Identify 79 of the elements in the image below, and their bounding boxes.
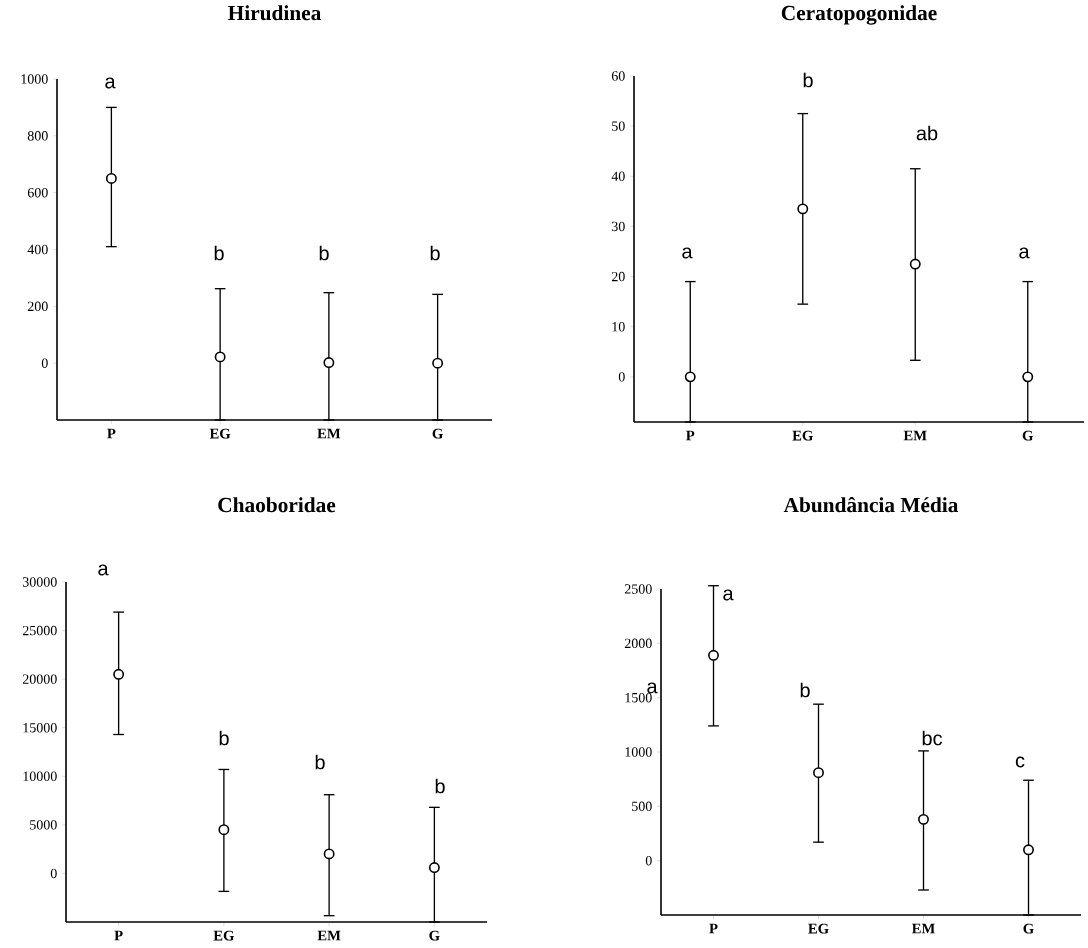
annotation: a (723, 589, 734, 601)
y-tick-label: 5000 (30, 820, 57, 830)
y-tick-label: 0 (645, 855, 652, 866)
x-tick-label: EM (903, 430, 927, 441)
annotation: a (682, 247, 693, 259)
y-tick-label: 30 (611, 221, 625, 232)
x-tick-label: EG (209, 428, 231, 439)
x-tick-label: EG (808, 923, 829, 934)
annotation: a (105, 77, 116, 89)
chart-title: Chaoboridae (218, 497, 336, 513)
text: a (98, 564, 109, 576)
x-tick-label: P (709, 923, 718, 934)
x-tick-label: EM (911, 923, 935, 934)
y-tick-label: 0 (41, 358, 48, 368)
y-tick-label: 20000 (22, 674, 57, 684)
x-tick-label: G (432, 428, 443, 439)
y-tick-label: 25000 (22, 625, 57, 636)
chart-title: Abundância Média (783, 496, 959, 513)
annotation: b (435, 778, 445, 794)
annotation: b (800, 682, 810, 698)
y-tick-label: 40 (611, 171, 625, 182)
point (218, 824, 230, 836)
point (428, 862, 440, 874)
x-tick-label: G (429, 930, 440, 941)
x-tick-label: EG (792, 430, 813, 441)
y-tick-label: 0 (50, 868, 57, 879)
y-tick-label: 1000 (21, 74, 48, 84)
y-tick-label: 1000 (625, 747, 652, 757)
annotation: a (1019, 247, 1030, 259)
annotation: b (430, 245, 440, 261)
y-tick-label: 2500 (624, 584, 652, 594)
point (1022, 371, 1034, 383)
chart-title: Ceratopogonidae (781, 5, 937, 25)
point (323, 848, 335, 860)
x-tick-label: G (1022, 430, 1034, 441)
y-tick-label: 0 (618, 372, 625, 382)
point (797, 203, 809, 215)
annotation: ab (916, 125, 938, 141)
x-tick-label: EG (213, 930, 235, 941)
annotation: c (1015, 756, 1025, 768)
point (105, 172, 117, 184)
point (684, 371, 696, 383)
x-tick-label: P (114, 930, 123, 941)
point (113, 668, 125, 680)
y-tick-label: 50 (612, 121, 625, 131)
y-tick-label: 20 (611, 271, 625, 282)
point (918, 813, 929, 825)
point (214, 351, 226, 363)
y-tick-label: 800 (27, 131, 48, 141)
x-tick-label: EM (317, 930, 341, 941)
y-tick-label: 1500 (625, 692, 652, 703)
point (708, 649, 719, 661)
y-tick-label: 10000 (23, 771, 57, 782)
point (909, 258, 921, 270)
annotation: b (315, 754, 325, 770)
annotation: b (219, 730, 229, 746)
y-tick-label: 60 (611, 71, 625, 81)
text: a (647, 682, 658, 694)
x-tick-label: EM (317, 428, 341, 439)
y-tick-label: 200 (27, 301, 48, 312)
y-tick-label: 15000 (23, 722, 57, 733)
point (323, 357, 335, 369)
x-tick-label: G (1023, 923, 1034, 934)
annotation: b (803, 72, 813, 88)
y-tick-label: 30000 (22, 577, 57, 587)
y-tick-label: 400 (27, 244, 48, 255)
point (432, 357, 444, 369)
chart-title: Hirudinea (228, 5, 322, 21)
y-tick-label: 2000 (624, 638, 652, 649)
annotation: b (319, 245, 329, 261)
y-tick-label: 600 (27, 187, 48, 198)
y-tick-label: 500 (632, 801, 652, 812)
point (1023, 844, 1034, 856)
annotation: bc (922, 730, 943, 746)
point (813, 767, 824, 779)
annotation: b (214, 245, 224, 261)
x-tick-label: P (686, 430, 695, 441)
x-tick-label: P (107, 428, 116, 439)
y-tick-label: 10 (612, 321, 625, 332)
